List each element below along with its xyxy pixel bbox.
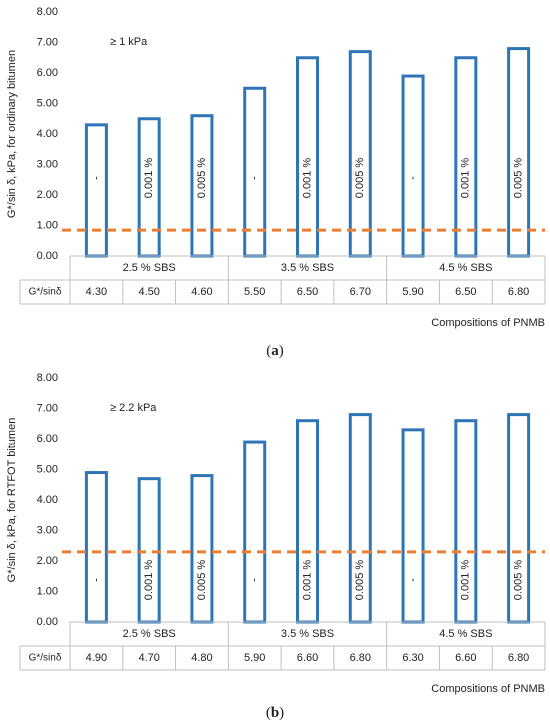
group-label: 3.5 % SBS xyxy=(281,628,334,640)
bar xyxy=(454,56,478,258)
value-label: 6.60 xyxy=(297,652,318,664)
bar-label: - xyxy=(90,578,102,582)
bar-label: 0.001 % xyxy=(143,158,155,199)
x-axis-label: Compositions of PNMB xyxy=(431,317,545,329)
value-label: 4.60 xyxy=(191,286,212,298)
bar-label: 0.005 % xyxy=(513,560,525,601)
table-header: G*/sinδ xyxy=(29,653,62,664)
x-axis-label: Compositions of PNMB xyxy=(431,683,545,695)
caption: (a) xyxy=(266,343,284,359)
value-label: 4.70 xyxy=(138,652,159,664)
value-label: 4.50 xyxy=(138,286,159,298)
y-tick-label: 1.00 xyxy=(37,219,58,231)
bar-label: - xyxy=(90,176,102,180)
value-label: 6.60 xyxy=(455,652,476,664)
bar-label: 0.001 % xyxy=(143,560,155,601)
y-tick-label: 2.00 xyxy=(37,189,58,201)
y-tick-label: 5.00 xyxy=(37,463,58,475)
annotation: ≥ 2.2 kPa xyxy=(110,402,157,414)
y-tick-label: 6.00 xyxy=(37,67,58,79)
y-tick-label: 4.00 xyxy=(37,494,58,506)
caption-letter: a xyxy=(271,343,279,359)
bar-label: - xyxy=(249,176,261,180)
bar-label: 0.005 % xyxy=(196,560,208,601)
bar-label: 0.005 % xyxy=(196,158,208,199)
bar xyxy=(401,428,425,624)
value-label: 4.90 xyxy=(86,652,107,664)
bar-label: - xyxy=(249,578,261,582)
bar xyxy=(243,440,267,624)
chart: 0.00 1.00 2.00 3.00 4.00 5.00 6.00 7.00 8.00 G*/s… xyxy=(6,6,546,359)
caption-paren: ) xyxy=(279,343,284,359)
bar xyxy=(84,123,108,258)
y-tick-label: 6.00 xyxy=(37,433,58,445)
caption: (b) xyxy=(266,705,284,721)
bar-label: 0.001 % xyxy=(301,158,313,199)
value-label: 6.80 xyxy=(508,652,529,664)
bar xyxy=(348,50,372,258)
group-label: 2.5 % SBS xyxy=(123,628,176,640)
chart: 0.00 1.00 2.00 3.00 4.00 5.00 6.00 7.00 8.00 G*/s… xyxy=(6,372,546,721)
y-axis-label: G*/sin δ, kPa, for ordinary bitumen xyxy=(6,50,18,218)
y-tick-label: 3.00 xyxy=(37,524,58,536)
group-label: 4.5 % SBS xyxy=(439,628,492,640)
group-label: 3.5 % SBS xyxy=(281,262,334,274)
bar-label: 0.005 % xyxy=(354,158,366,199)
value-label: 4.30 xyxy=(86,286,107,298)
y-tick-label: 0.00 xyxy=(37,250,58,262)
bar-label: 0.005 % xyxy=(513,158,525,199)
y-tick-label: 7.00 xyxy=(37,36,58,48)
value-label: 5.90 xyxy=(244,652,265,664)
caption-paren: ) xyxy=(279,705,284,721)
bar-label: - xyxy=(407,176,419,180)
y-tick-label: 7.00 xyxy=(37,402,58,414)
bar-label: 0.001 % xyxy=(460,560,472,601)
bar-label: 0.001 % xyxy=(301,560,313,601)
caption-letter: b xyxy=(271,705,279,721)
caption-paren: ( xyxy=(266,343,271,359)
value-label: 6.70 xyxy=(350,286,371,298)
bar-label: - xyxy=(407,578,419,582)
y-tick-label: 8.00 xyxy=(37,6,58,18)
y-tick-label: 3.00 xyxy=(37,158,58,170)
y-tick-label: 1.00 xyxy=(37,585,58,597)
y-tick-label: 5.00 xyxy=(37,97,58,109)
value-label: 6.50 xyxy=(297,286,318,298)
annotation: ≥ 1 kPa xyxy=(110,36,148,48)
y-tick-label: 8.00 xyxy=(37,372,58,384)
table-header: G*/sinδ xyxy=(29,287,62,298)
bar-label: 0.001 % xyxy=(460,158,472,199)
bar xyxy=(84,471,108,624)
value-label: 5.90 xyxy=(402,286,423,298)
y-tick-label: 2.00 xyxy=(37,555,58,567)
value-label: 5.50 xyxy=(244,286,265,298)
y-axis-label: G*/sin δ, kPa, for RTFOT bitumen xyxy=(6,418,18,583)
y-tick-label: 0.00 xyxy=(37,616,58,628)
value-label: 4.80 xyxy=(191,652,212,664)
caption-paren: ( xyxy=(266,705,271,721)
value-label: 6.50 xyxy=(455,286,476,298)
value-label: 6.30 xyxy=(402,652,423,664)
bar-label: 0.005 % xyxy=(354,560,366,601)
y-tick-label: 4.00 xyxy=(37,128,58,140)
group-label: 4.5 % SBS xyxy=(439,262,492,274)
value-label: 6.80 xyxy=(350,652,371,664)
bar xyxy=(296,56,319,258)
group-label: 2.5 % SBS xyxy=(123,262,176,274)
value-label: 6.80 xyxy=(508,286,529,298)
bar xyxy=(507,47,531,258)
